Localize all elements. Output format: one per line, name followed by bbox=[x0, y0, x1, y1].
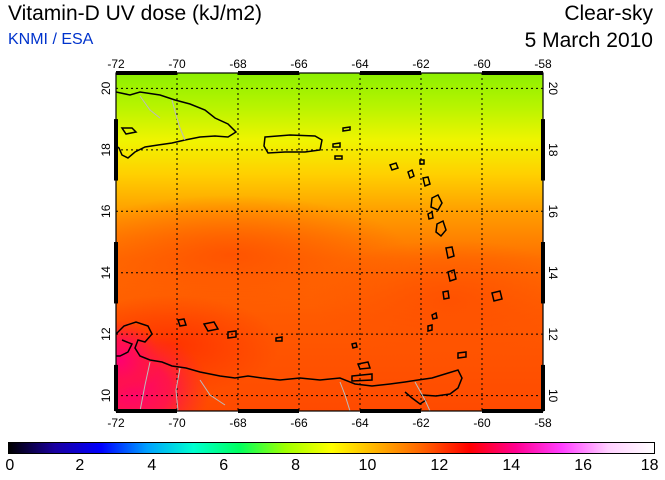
colorbar-tick-label: 18 bbox=[640, 457, 659, 474]
lat-tick-label-right: 18 bbox=[546, 143, 560, 157]
colorbar-tick-label: 4 bbox=[147, 457, 157, 474]
lat-tick-label-right: 20 bbox=[546, 82, 560, 96]
map-title: Vitamin-D UV dose (kJ/m2) bbox=[8, 2, 263, 25]
lat-tick-label-right: 14 bbox=[546, 266, 560, 280]
coastlines bbox=[116, 91, 503, 405]
lat-tick-label-right: 16 bbox=[546, 205, 560, 219]
lon-tick-label-bottom: -66 bbox=[290, 416, 308, 430]
date-label: 5 March 2010 bbox=[524, 29, 653, 52]
lon-tick-label-top: -72 bbox=[107, 57, 125, 71]
lon-tick-label-bottom: -58 bbox=[534, 416, 552, 430]
lon-tick-label-top: -64 bbox=[351, 57, 369, 71]
lon-tick-label-top: -60 bbox=[473, 57, 491, 71]
sky-condition-label: Clear-sky bbox=[564, 2, 653, 25]
lat-tick-label-left: 10 bbox=[99, 389, 113, 403]
lon-tick-label-bottom: -64 bbox=[351, 416, 369, 430]
lon-tick-label-bottom: -72 bbox=[107, 416, 125, 430]
lon-tick-label-top: -62 bbox=[412, 57, 430, 71]
map-axes: -72 -72 -70 -70 -68 -68 -66 -66 -64 -64 -62 -62 -60 -… bbox=[99, 57, 560, 430]
colorbar-tick-label: 0 bbox=[5, 457, 15, 474]
country-borders bbox=[139, 95, 431, 411]
lat-tick-label-left: 14 bbox=[99, 266, 113, 280]
colorbar-tick-label: 2 bbox=[75, 457, 85, 474]
credit-label: KNMI / ESA bbox=[8, 31, 94, 48]
lon-tick-label-bottom: -70 bbox=[168, 416, 186, 430]
colorbar-tick-label: 14 bbox=[502, 457, 521, 474]
lat-tick-label-left: 12 bbox=[99, 327, 113, 341]
lat-tick-label-left: 20 bbox=[99, 81, 113, 95]
colorbar-tick-label: 10 bbox=[358, 457, 377, 474]
graticule bbox=[116, 73, 543, 411]
uv-dose-map: -72 -72 -70 -70 -68 -68 -66 -66 -64 -64 -62 -62 -60 -… bbox=[99, 57, 560, 430]
colorbar-tick-label: 8 bbox=[291, 457, 300, 474]
colorbar-tick-label: 12 bbox=[430, 457, 449, 474]
lat-tick-label-right: 12 bbox=[546, 328, 560, 342]
lat-tick-label-left: 16 bbox=[99, 204, 113, 218]
lon-tick-label-bottom: -60 bbox=[473, 416, 491, 430]
lon-tick-label-top: -70 bbox=[168, 57, 186, 71]
lon-tick-label-top: -66 bbox=[290, 57, 308, 71]
lat-tick-label-right: 10 bbox=[546, 389, 560, 403]
colorbar bbox=[8, 442, 655, 454]
lat-tick-label-left: 18 bbox=[99, 143, 113, 157]
lon-tick-label-bottom: -62 bbox=[412, 416, 430, 430]
lon-tick-label-top: -58 bbox=[534, 57, 552, 71]
lon-tick-label-bottom: -68 bbox=[229, 416, 247, 430]
lon-tick-label-top: -68 bbox=[229, 57, 247, 71]
colorbar-tick-label: 6 bbox=[219, 457, 229, 474]
colorbar-tick-label: 16 bbox=[574, 457, 593, 474]
